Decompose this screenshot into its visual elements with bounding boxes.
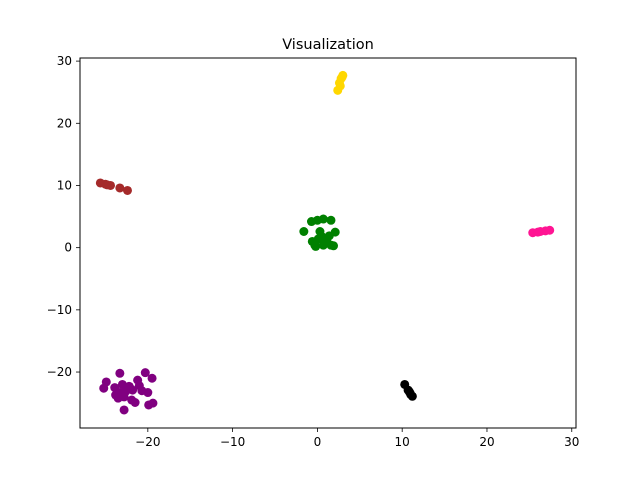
scatter-point-4-22: [134, 381, 144, 391]
scatter-point-0-5: [337, 72, 347, 82]
scatter-point-5-5: [404, 386, 414, 396]
scatter-point-1-3: [115, 183, 125, 193]
plot-frame: [79, 57, 577, 429]
scatter-point-0-4: [335, 81, 345, 91]
scatter-point-4-1: [101, 377, 111, 387]
y-tick-label: −10: [47, 303, 72, 317]
points-layer: [95, 70, 555, 415]
scatter-point-1-5: [102, 180, 112, 190]
chart-title: Visualization: [282, 37, 374, 53]
scatter-point-3-4: [533, 227, 543, 237]
scatter-point-4-16: [119, 392, 129, 402]
y-tick-label: 30: [57, 54, 72, 68]
scatter-point-4-20: [148, 398, 158, 408]
scatter-point-2-15: [326, 240, 336, 250]
y-axis-ticks: −20 −10 0 10 20 30: [47, 54, 80, 379]
scatter-point-4-14: [143, 388, 153, 398]
scatter-point-1-4: [122, 185, 132, 195]
y-tick-label: −20: [47, 365, 72, 379]
scatter-point-4-21: [119, 405, 129, 415]
scatter-point-2-4: [326, 215, 336, 225]
x-tick-label: 30: [564, 435, 579, 449]
scatter-point-4-18: [130, 398, 140, 407]
x-tick-label: −20: [135, 435, 160, 449]
scatter-point-2-16: [313, 234, 323, 244]
x-tick-label: −10: [220, 435, 245, 449]
scatter-point-4-8: [147, 373, 157, 383]
y-tick-label: 0: [64, 241, 72, 255]
scatter-point-3-3: [545, 225, 555, 235]
scatter-point-2-0: [299, 227, 309, 236]
x-tick-label: 10: [395, 435, 410, 449]
y-tick-label: 10: [57, 178, 72, 192]
scatter-point-4-7: [140, 368, 150, 378]
scatter-point-4-24: [110, 383, 120, 393]
x-tick-label: 0: [314, 435, 322, 449]
scatter-point-4-2: [115, 368, 125, 378]
y-tick-label: 20: [57, 116, 72, 130]
x-axis-ticks: −20 −10 0 10 20 30: [135, 428, 579, 449]
scatter-point-2-17: [311, 241, 321, 251]
x-tick-label: 20: [479, 435, 494, 449]
scatter-point-4-23: [124, 381, 134, 391]
scatter-point-2-3: [318, 214, 328, 224]
